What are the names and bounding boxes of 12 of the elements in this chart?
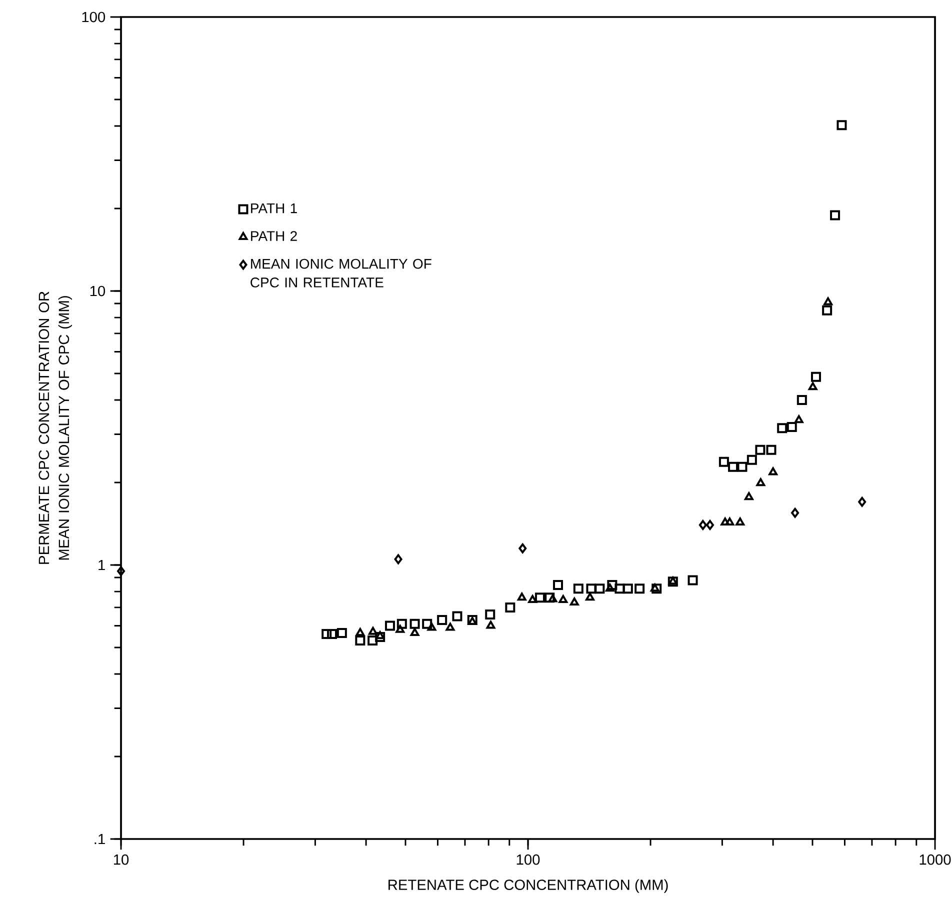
x-tick-label: 100 (516, 854, 540, 865)
y-tick-label: 10 (90, 286, 106, 296)
legend-label: PATH 2 (251, 231, 297, 241)
y-tick-label: 100 (82, 12, 106, 22)
legend-label: MEAN IONIC MOLALITY OF CPC IN RETENTATE (250, 258, 432, 288)
y-axis-title: PERMEATE CPC CONCENTRATION OR MEAN IONIC MOLALITY OF CPC (MM) (38, 292, 72, 564)
y-tick-label: 1 (98, 560, 105, 570)
x-tick-label: 1000 (920, 854, 951, 865)
y-tick-label: .1 (94, 834, 105, 844)
legend-label: PATH 1 (251, 203, 297, 214)
x-axis-title: RETENATE CPC CONCENTRATION (MM) (388, 879, 668, 893)
x-tick-label: 10 (114, 854, 129, 865)
